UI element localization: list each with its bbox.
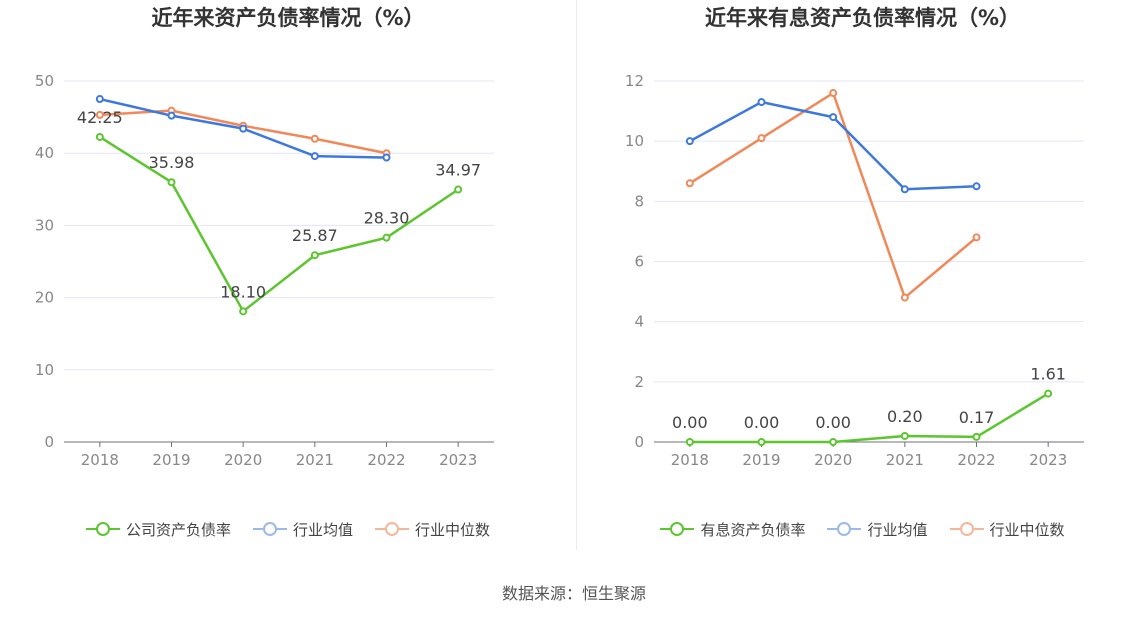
data-label: 0.00 (744, 413, 780, 432)
x-tick-label: 2023 (439, 451, 477, 469)
x-tick-label: 2019 (152, 451, 190, 469)
y-tick-label: 10 (625, 132, 644, 150)
legend-item-interest-debt[interactable]: 有息资产负债率 (660, 518, 805, 540)
y-tick-label: 40 (35, 144, 54, 162)
data-point (685, 179, 694, 188)
x-tick-label: 2021 (296, 451, 334, 469)
y-tick-label: 0 (44, 433, 54, 451)
data-point (829, 89, 838, 98)
legend-swatch-blue (252, 518, 287, 540)
y-tick-label: 12 (625, 72, 644, 90)
data-point (829, 438, 838, 446)
legend-label: 行业均值 (292, 520, 353, 539)
data-point (167, 178, 176, 187)
data-label: 18.10 (220, 282, 266, 301)
legend-item-industry-median[interactable]: 行业中位数 (949, 518, 1065, 540)
data-point (757, 438, 766, 446)
data-point (95, 95, 104, 104)
data-point (167, 111, 176, 120)
legend-swatch-green (85, 518, 120, 540)
legend-swatch-blue (827, 518, 862, 540)
data-label: 0.20 (887, 407, 923, 426)
series-line (689, 91, 978, 299)
panel-divider (576, 0, 577, 550)
y-tick-label: 10 (35, 361, 54, 379)
x-tick-label: 2023 (1029, 451, 1067, 469)
data-point (310, 152, 319, 161)
y-tick-label: 30 (35, 216, 54, 234)
legend-label: 行业均值 (867, 520, 928, 539)
series-line (689, 392, 1049, 444)
data-point (685, 438, 694, 446)
data-point (310, 134, 319, 143)
data-point (900, 431, 909, 440)
data-point (239, 124, 248, 133)
data-point (972, 182, 981, 191)
legend-label: 公司资产负债率 (125, 520, 231, 539)
data-point (900, 185, 909, 194)
data-label: 0.17 (959, 408, 995, 427)
x-tick-label: 2020 (224, 451, 262, 469)
data-point (900, 293, 909, 302)
legend-item-company[interactable]: 公司资产负债率 (85, 518, 231, 540)
line-chart-interest-debt-ratio: 0 2 4 6 8 10 12 2018 2019 2020 2021 2022 2023 0.00 0.0… (625, 72, 1084, 469)
data-point (454, 185, 463, 194)
legend-item-industry-mean[interactable]: 行业均值 (827, 518, 928, 540)
x-tick-label: 2022 (367, 451, 405, 469)
data-source-note: 数据来源：恒生聚源 (501, 584, 646, 603)
y-tick-label: 2 (634, 373, 644, 391)
legend-swatch-orange (949, 518, 984, 540)
y-tick-label: 0 (634, 433, 644, 451)
legend-swatch-green (660, 518, 695, 540)
chart-title: 近年来有息资产负债率情况（%） (704, 6, 1021, 30)
series-line (99, 135, 459, 313)
x-tick-label: 2018 (671, 451, 709, 469)
legend: 公司资产负债率 行业均值 行业中位数 (0, 518, 576, 540)
legend-label: 有息资产负债率 (700, 520, 806, 539)
data-label: 34.97 (435, 161, 481, 180)
data-point (829, 113, 838, 122)
legend-item-industry-mean[interactable]: 行业均值 (252, 518, 353, 540)
legend: 有息资产负债率 行业均值 行业中位数 (577, 518, 1148, 540)
line-chart-debt-ratio: 0 10 20 30 40 50 2018 2019 2020 2021 2022 2023 42.25… (35, 72, 494, 469)
legend-label: 行业中位数 (989, 520, 1065, 539)
data-point (95, 110, 104, 119)
y-tick-label: 4 (634, 313, 644, 331)
data-label: 0.00 (815, 413, 851, 432)
data-point (239, 307, 248, 316)
data-label: 0.00 (672, 413, 708, 432)
data-point (1044, 389, 1053, 398)
data-point (382, 233, 391, 242)
data-point (95, 132, 104, 141)
y-tick-label: 8 (634, 192, 644, 210)
data-label: 1.61 (1030, 365, 1066, 384)
data-label: 25.87 (292, 226, 338, 245)
y-tick-label: 6 (634, 253, 644, 271)
legend-swatch-orange (375, 518, 409, 540)
legend-item-industry-median[interactable]: 行业中位数 (375, 518, 490, 540)
x-tick-label: 2022 (957, 451, 995, 469)
x-tick-label: 2019 (742, 451, 780, 469)
x-tick-label: 2018 (81, 451, 119, 469)
chart-panel-interest-debt-ratio: 近年来有息资产负债率情况（%） 0 2 4 6 8 10 12 2018 2019 2020 202… (577, 0, 1148, 560)
data-point (757, 98, 766, 107)
data-label: 35.98 (149, 153, 195, 172)
data-point (972, 432, 981, 441)
data-label: 28.30 (364, 209, 410, 228)
data-point (757, 134, 766, 143)
x-tick-label: 2020 (814, 451, 852, 469)
data-label: 42.25 (77, 108, 123, 127)
y-tick-label: 20 (35, 289, 54, 307)
data-point (382, 153, 391, 162)
y-tick-label: 50 (35, 72, 54, 90)
x-tick-label: 2021 (886, 451, 924, 469)
data-point (972, 233, 981, 242)
legend-label: 行业中位数 (415, 520, 491, 539)
chart-title: 近年来资产负债率情况（%） (151, 6, 425, 30)
data-point (310, 251, 319, 260)
data-point (685, 137, 694, 146)
chart-panel-debt-ratio: 近年来资产负债率情况（%） 0 10 20 30 40 50 2018 2019 2020 202… (0, 0, 576, 560)
